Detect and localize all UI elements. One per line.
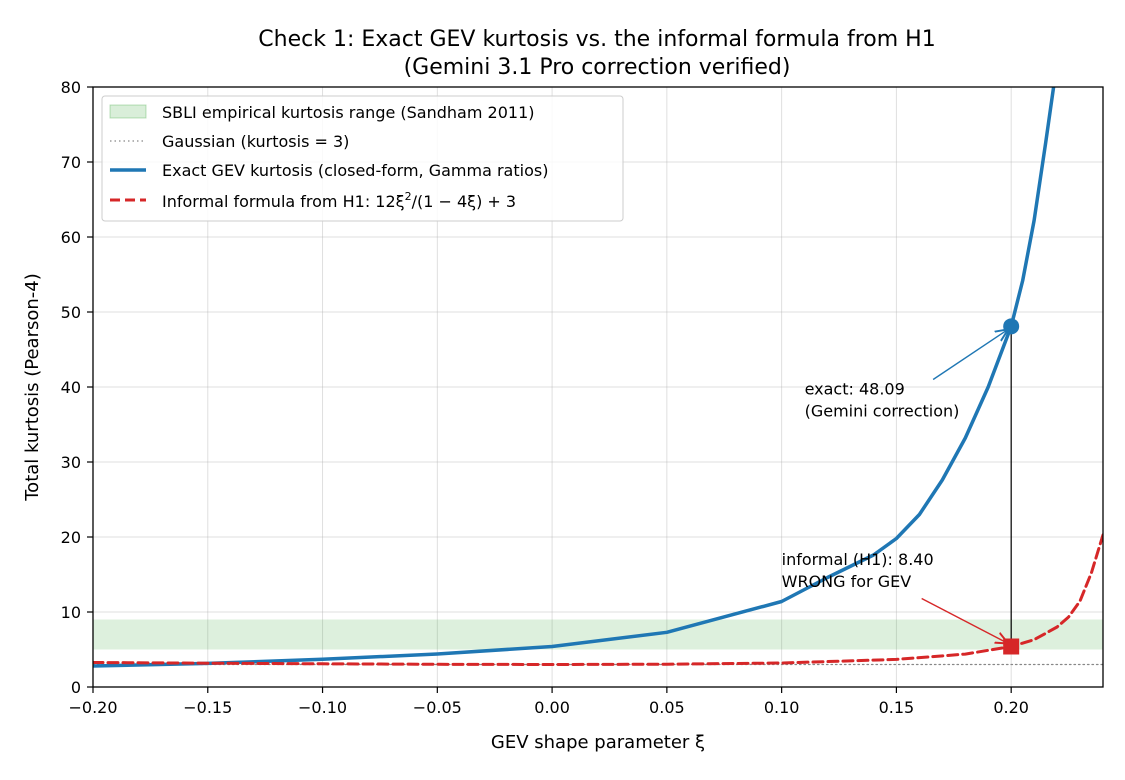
y-axis-ticks: 0 10 20 30 40 50 60 70 80	[61, 78, 93, 697]
x-tick-label-8: 0.20	[993, 698, 1029, 717]
x-tick-label-3: −0.05	[413, 698, 462, 717]
x-axis-label: GEV shape parameter ξ	[491, 732, 705, 753]
informal-annotation-text-0: informal (H1): 8.40	[782, 550, 934, 569]
informal-formula-line	[93, 533, 1103, 666]
legend-entry-band: SBLI empirical kurtosis range (Sandham 2…	[162, 103, 534, 122]
legend-entry-gaussian: Gaussian (kurtosis = 3)	[162, 132, 349, 151]
chart-title: Check 1: Exact GEV kurtosis vs. the info…	[258, 27, 935, 52]
y-tick-label-2: 20	[61, 528, 81, 547]
y-tick-label-5: 50	[61, 303, 81, 322]
marker-group	[1003, 318, 1020, 655]
legend-informal-main: Informal formula from H1: 12ξ	[162, 192, 405, 211]
annotations: exact: 48.09 (Gemini correction) informal …	[782, 329, 1009, 643]
y-tick-label-1: 10	[61, 603, 81, 622]
exact-annotation-text-0: exact: 48.09	[805, 380, 905, 399]
exact-annotation-text-1: (Gemini correction)	[805, 402, 960, 421]
legend-informal-sup: 2	[405, 190, 412, 203]
exact-gev-kurtosis-line	[93, 87, 1056, 668]
series-group	[93, 87, 1103, 668]
chart-subtitle: (Gemini 3.1 Pro correction verified)	[404, 55, 791, 80]
informal-annotation-text-1: WRONG for GEV	[782, 572, 912, 591]
y-tick-label-8: 80	[61, 78, 81, 97]
sbli-band	[93, 619, 1103, 650]
y-tick-label-0: 0	[71, 678, 81, 697]
legend-entry-informal: Informal formula from H1: 12ξ2/(1 − 4ξ) …	[162, 190, 516, 211]
y-tick-label-7: 70	[61, 153, 81, 172]
y-axis-label: Total kurtosis (Pearson-4)	[22, 273, 43, 502]
y-tick-label-3: 30	[61, 453, 81, 472]
y-tick-label-4: 40	[61, 378, 81, 397]
sbli-band-rect	[93, 619, 1103, 650]
informal-value-marker	[1003, 638, 1020, 655]
x-tick-label-4: 0.00	[534, 698, 570, 717]
y-tick-label-6: 60	[61, 228, 81, 247]
legend-swatch-band	[109, 104, 147, 119]
x-tick-label-1: −0.15	[183, 698, 232, 717]
legend: SBLI empirical kurtosis range (Sandham 2…	[101, 95, 624, 222]
legend-entry-exact: Exact GEV kurtosis (closed-form, Gamma r…	[162, 161, 548, 180]
x-axis-ticks: −0.20 −0.15 −0.10 −0.05 0.00 0.05 0.10 0.15 0.20	[68, 687, 1029, 717]
x-tick-label-2: −0.10	[298, 698, 347, 717]
x-tick-label-5: 0.05	[649, 698, 685, 717]
informal-annotation-arrow	[921, 597, 1009, 644]
x-tick-label-7: 0.15	[879, 698, 915, 717]
legend-box	[101, 95, 624, 222]
x-tick-label-6: 0.10	[764, 698, 800, 717]
exact-value-marker	[1003, 318, 1020, 335]
x-tick-label-0: −0.20	[68, 698, 117, 717]
legend-informal-tail: /(1 − 4ξ) + 3	[412, 192, 517, 211]
exact-annotation-arrow	[932, 329, 1008, 381]
